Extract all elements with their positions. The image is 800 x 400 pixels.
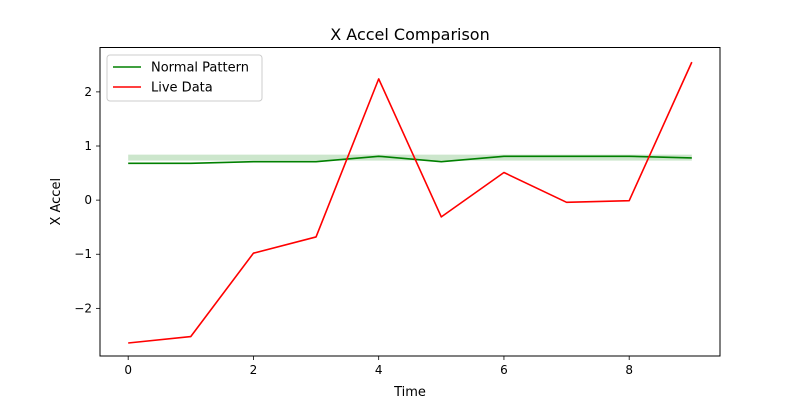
x-tick-label: 6	[500, 363, 508, 377]
legend-label-live-data: Live Data	[151, 81, 213, 96]
series-line-live-data	[128, 61, 693, 344]
x-tick-label: 0	[124, 363, 132, 377]
y-tick-label: 1	[84, 139, 92, 153]
x-tick-label: 2	[250, 363, 258, 377]
x-tick-label: 4	[375, 363, 383, 377]
legend: Normal Pattern Live Data	[106, 54, 263, 102]
chart-title: X Accel Comparison	[330, 25, 489, 44]
y-tick-label: 0	[84, 193, 92, 207]
y-tick-label: −1	[74, 247, 92, 261]
legend-label-normal-pattern: Normal Pattern	[151, 61, 249, 76]
legend-box	[106, 54, 263, 102]
plot-frame	[99, 47, 721, 357]
y-axis-label: X Accel	[49, 178, 64, 226]
y-tick-label: −2	[74, 301, 92, 315]
axis-ticks: 0 2 4 6 8 −2 −1 0 1 2	[74, 85, 633, 377]
series-line-normal-pattern	[128, 155, 692, 165]
x-axis-label: Time	[393, 385, 426, 400]
x-tick-label: 8	[625, 363, 633, 377]
plot-area	[128, 61, 693, 344]
y-tick-label: 2	[84, 85, 92, 99]
